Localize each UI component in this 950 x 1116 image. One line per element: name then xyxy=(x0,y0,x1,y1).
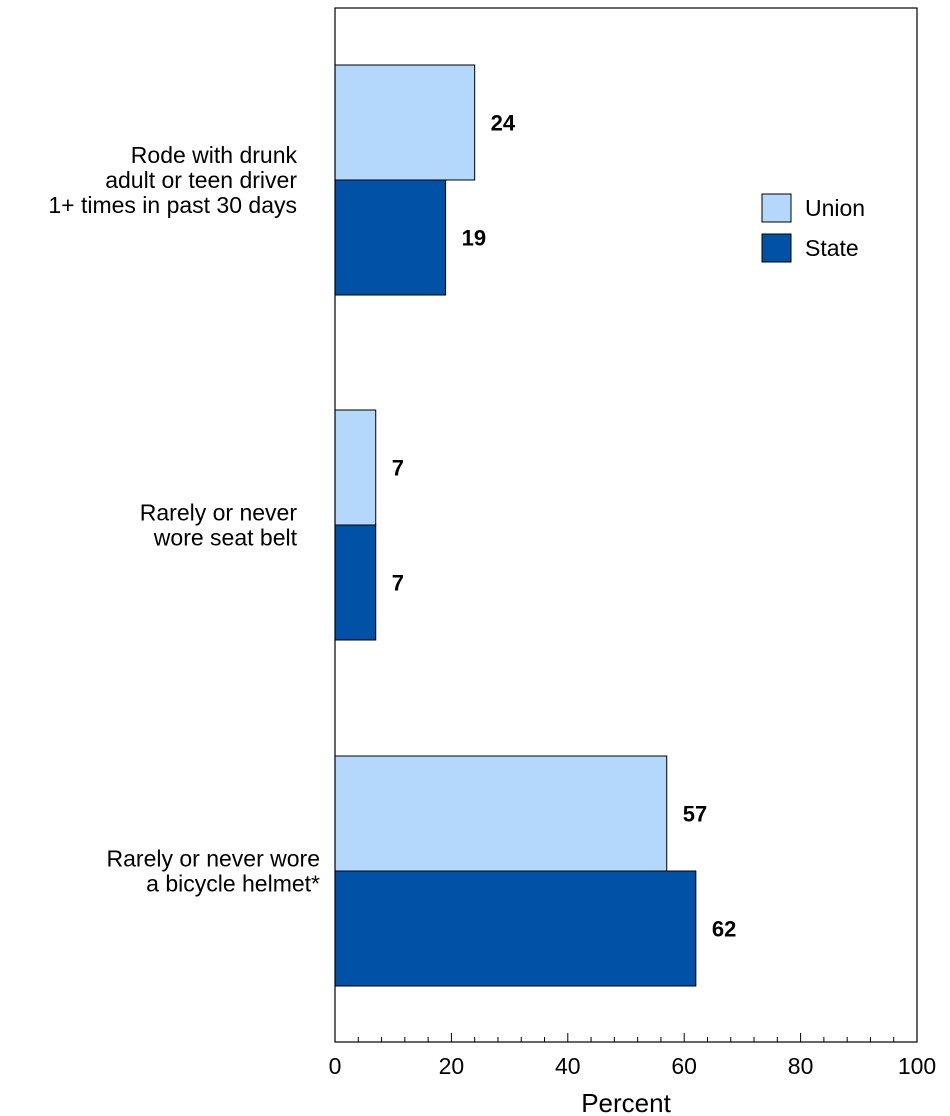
legend-swatch-state xyxy=(761,233,792,263)
legend-label-state: State xyxy=(805,235,859,261)
bars-group xyxy=(334,64,697,987)
value-label-state-3: 62 xyxy=(712,917,736,942)
category-labels-group: Rode with drunk adult or teen driver 1+ ti… xyxy=(48,142,320,897)
bar-union-3 xyxy=(334,755,668,872)
x-axis-title: Percent xyxy=(581,1088,671,1116)
bar-union-1 xyxy=(334,64,476,181)
value-label-state-1: 19 xyxy=(462,226,486,251)
tick-label-100: 100 xyxy=(898,1053,936,1079)
value-label-union-1: 24 xyxy=(491,111,516,136)
value-label-state-2: 7 xyxy=(392,571,404,596)
tick-label-60: 60 xyxy=(671,1053,697,1079)
legend: Union State xyxy=(761,193,865,263)
value-label-union-3: 57 xyxy=(683,802,707,827)
category-label-2: Rarely or never wore seat belt xyxy=(140,500,298,551)
value-labels-group: 24 19 7 7 57 62 xyxy=(392,111,737,942)
bar-state-2 xyxy=(334,524,377,641)
x-axis-tick-labels: 0 20 40 60 80 100 xyxy=(329,1053,937,1079)
plot-frame xyxy=(334,7,918,1043)
tick-label-40: 40 xyxy=(555,1053,581,1079)
bar-union-2 xyxy=(334,409,377,526)
x-axis-ticks xyxy=(334,1033,918,1042)
category-label-3: Rarely or never wore a bicycle helmet* xyxy=(107,846,321,897)
bar-state-1 xyxy=(334,179,447,296)
tick-label-80: 80 xyxy=(788,1053,814,1079)
legend-label-union: Union xyxy=(805,195,865,221)
category-label-1: Rode with drunk adult or teen driver 1+ ti… xyxy=(48,142,297,218)
legend-swatch-union xyxy=(761,193,792,223)
tick-label-0: 0 xyxy=(329,1053,342,1079)
tick-label-20: 20 xyxy=(439,1053,465,1079)
bar-state-3 xyxy=(334,870,697,987)
value-label-union-2: 7 xyxy=(392,456,404,481)
